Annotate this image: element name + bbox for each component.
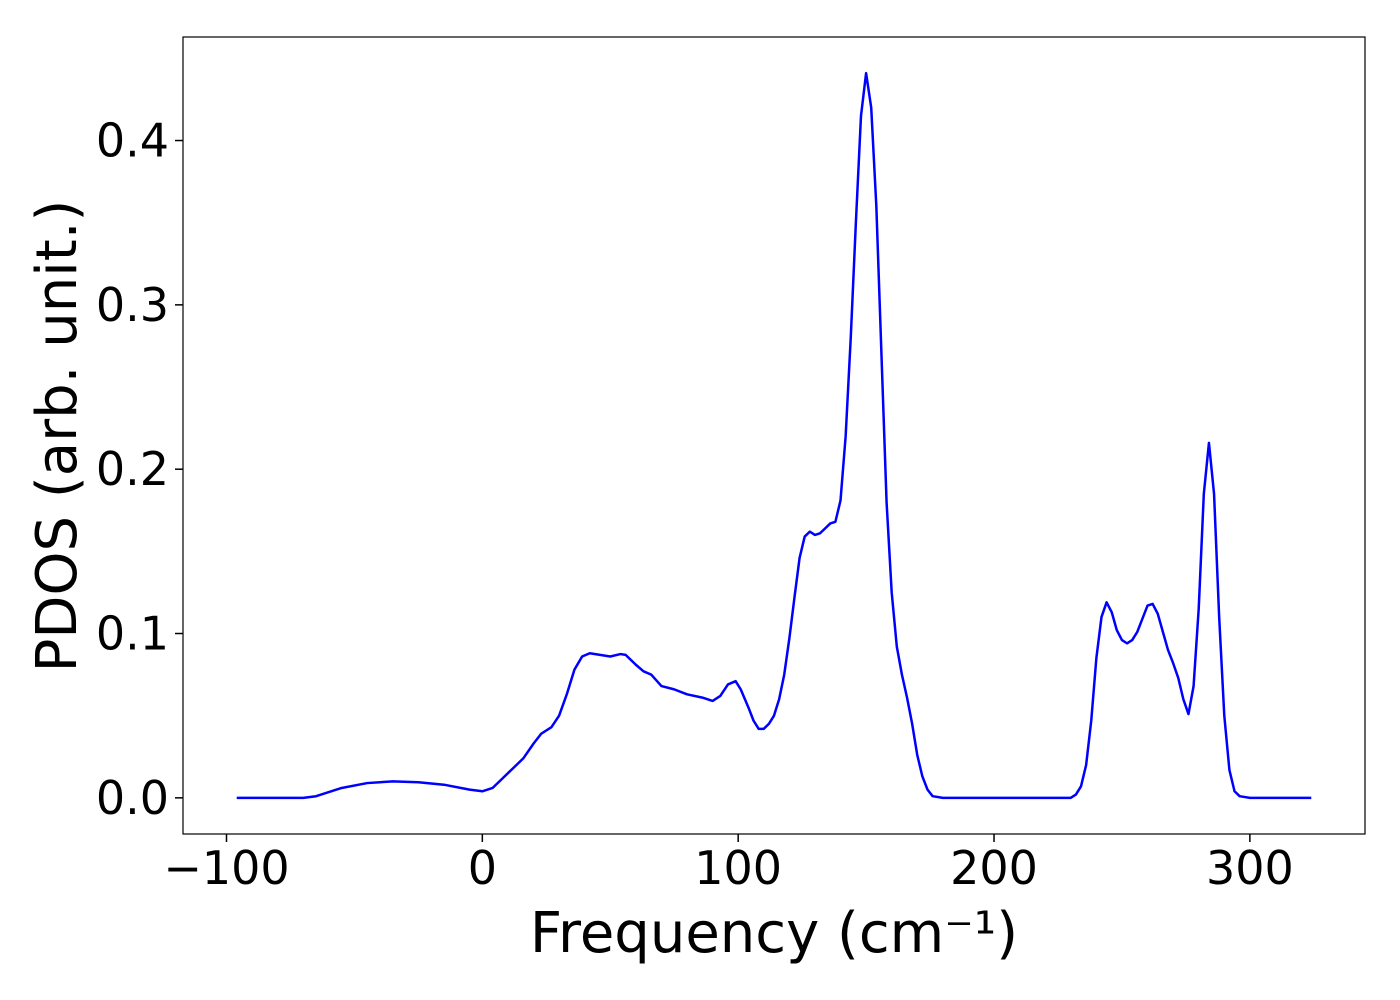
data-line (236, 71, 1312, 800)
x-tick-label: 200 (950, 841, 1038, 895)
x-tick-label: 0 (468, 841, 497, 895)
x-tick-label: −100 (163, 841, 289, 895)
y-tick-label: 0.3 (96, 278, 169, 332)
x-tick-label: 100 (694, 841, 782, 895)
y-tick-label: 0.4 (96, 114, 169, 168)
x-tick-label: 300 (1206, 841, 1294, 895)
y-tick-label: 0.1 (96, 607, 169, 661)
x-axis-label: Frequency (cm⁻¹) (530, 901, 1018, 966)
plot-frame (182, 36, 1366, 835)
y-tick-label: 0.0 (96, 771, 169, 825)
y-tick-label: 0.2 (96, 442, 169, 496)
y-axis-label: PDOS (arb. unit.) (25, 200, 90, 673)
